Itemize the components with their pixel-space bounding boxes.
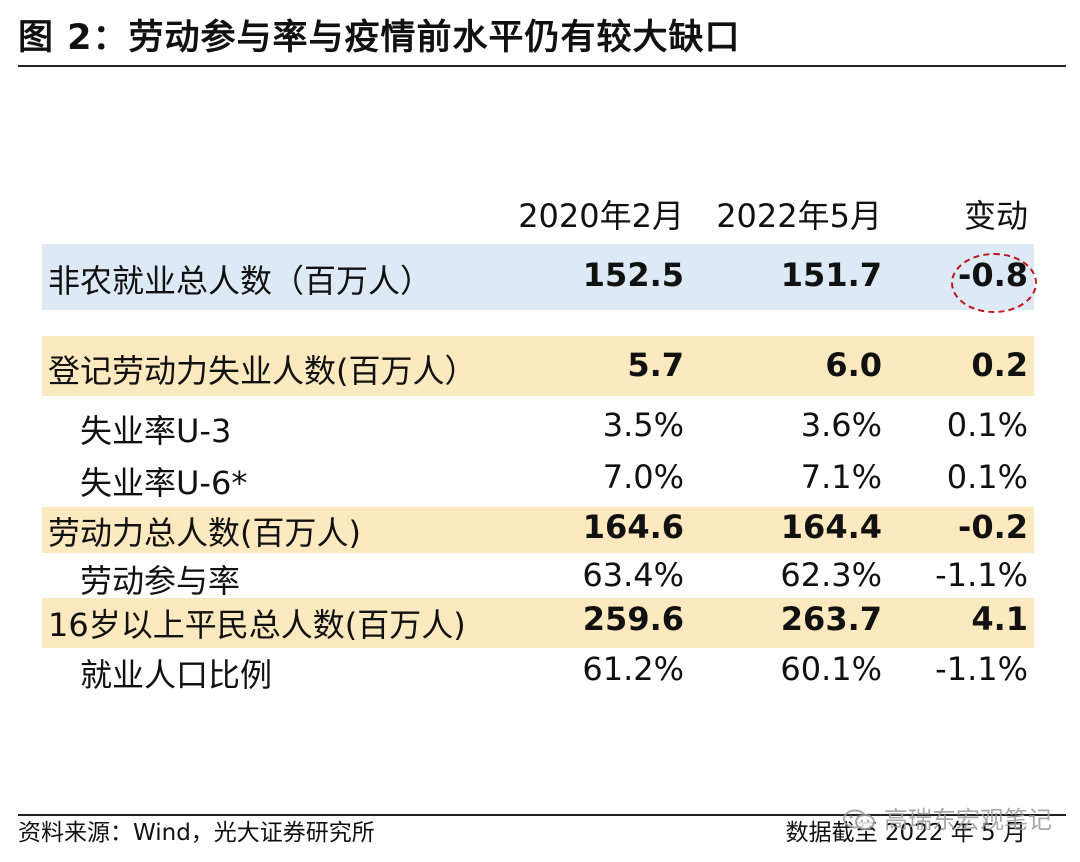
value-change: -1.1% <box>935 650 1028 688</box>
row-label: 劳动参与率 <box>80 562 241 600</box>
value-2022-may: 263.7 <box>780 600 882 638</box>
value-2020-feb: 164.6 <box>582 508 684 546</box>
title-divider <box>18 65 1066 67</box>
source-note: 资料来源：Wind，光大证券研究所 <box>18 820 375 846</box>
row-label: 16岁以上平民总人数(百万人) <box>48 606 466 644</box>
footer-divider <box>18 814 1066 816</box>
value-2020-feb: 152.5 <box>582 256 684 294</box>
header-col-2022-may: 2022年5月 <box>716 197 882 235</box>
value-change: 0.2 <box>971 346 1028 384</box>
value-change: -0.2 <box>958 508 1028 546</box>
value-2022-may: 60.1% <box>780 650 882 688</box>
figure-title: 图 2：劳动参与率与疫情前水平仍有较大缺口 <box>18 18 741 58</box>
value-2022-may: 3.6% <box>800 406 882 444</box>
value-2020-feb: 7.0% <box>602 458 684 496</box>
highlight-circle <box>951 253 1037 313</box>
wechat-icon <box>843 809 875 830</box>
row-label: 劳动力总人数(百万人) <box>48 514 361 552</box>
row-band <box>42 244 1034 310</box>
row-label: 失业率U-3 <box>80 412 232 450</box>
value-2020-feb: 259.6 <box>582 600 684 638</box>
watermark-text: 高瑞东宏观笔记 <box>884 806 1052 834</box>
value-change: 4.1 <box>971 600 1028 638</box>
header-col-2020-feb: 2020年2月 <box>518 197 684 235</box>
value-2022-may: 7.1% <box>800 458 882 496</box>
row-label: 失业率U-6* <box>80 464 248 502</box>
row-label: 非农就业总人数（百万人） <box>48 262 433 300</box>
row-label: 就业人口比例 <box>80 656 273 694</box>
value-2020-feb: 63.4% <box>582 556 684 594</box>
value-2022-may: 151.7 <box>780 256 882 294</box>
value-2020-feb: 5.7 <box>627 346 684 384</box>
value-2020-feb: 61.2% <box>582 650 684 688</box>
value-2022-may: 62.3% <box>780 556 882 594</box>
value-change: -1.1% <box>935 556 1028 594</box>
watermark: 高瑞东宏观笔记 <box>842 800 1052 835</box>
value-2020-feb: 3.5% <box>602 406 684 444</box>
header-col-change: 变动 <box>963 197 1028 235</box>
value-change: 0.1% <box>946 458 1028 496</box>
value-2022-may: 6.0 <box>825 346 882 384</box>
row-band <box>42 598 1034 648</box>
value-2022-may: 164.4 <box>780 508 882 546</box>
data-cutoff-note: 数据截至 2022 年 5 月 <box>785 820 1026 846</box>
value-change: 0.1% <box>946 406 1028 444</box>
row-band <box>42 507 1034 553</box>
row-band <box>42 336 1034 396</box>
row-label: 登记劳动力失业人数(百万人） <box>48 352 477 390</box>
